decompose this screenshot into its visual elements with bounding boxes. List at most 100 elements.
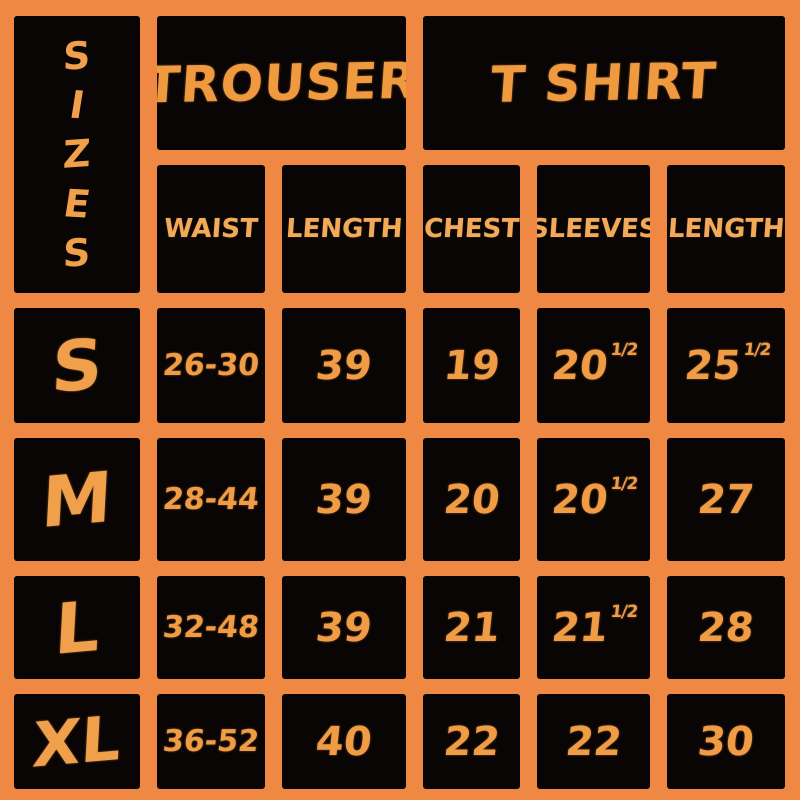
value-sup (374, 473, 376, 493)
cell-value: 26-30 (161, 347, 261, 383)
cell-value: 211/2 (550, 601, 639, 651)
value-main: 28 (695, 604, 757, 651)
column-header-chest-label: CHEST (423, 214, 520, 244)
value-main: 36-52 (161, 723, 261, 759)
value-main: 28-44 (161, 481, 261, 517)
cell-value: 39 (313, 604, 375, 651)
cell-xl-trouser-length: 40 (282, 694, 406, 789)
cell-xl-tshirt-length: 30 (667, 694, 785, 789)
cell-value: 19 (441, 342, 502, 389)
value-main: 19 (441, 342, 502, 389)
sizes-corner-cell: S I Z E S (14, 16, 140, 293)
value-main: 32-48 (161, 609, 261, 645)
tshirt-group-header-cell: T SHIRT (423, 16, 785, 150)
value-main: 22 (563, 718, 624, 765)
cell-value: 22 (441, 718, 502, 765)
column-header-waist-label: WAIST (163, 214, 259, 244)
cell-xl-trouser-waist: 36-52 (157, 694, 265, 789)
value-main: 39 (313, 342, 375, 389)
row-label-xl: XL (14, 694, 140, 789)
cell-l-trouser-waist: 32-48 (157, 576, 265, 679)
value-main: 39 (313, 604, 375, 651)
value-main: 21 (550, 604, 611, 651)
value-sup: 1/2 (610, 338, 639, 359)
trouser-group-header-label: TROUSER (157, 51, 406, 115)
column-header-tshirt-length: LENGTH (667, 165, 785, 293)
cell-xl-tshirt-chest: 22 (423, 694, 520, 789)
value-main: 39 (313, 476, 375, 523)
cell-value: 201/2 (550, 339, 639, 389)
cell-value: 22 (563, 718, 624, 765)
tshirt-group-header-label: T SHIRT (489, 52, 719, 114)
row-label-m-text: M (39, 455, 115, 544)
trouser-group-header-cell: TROUSER (157, 16, 406, 150)
value-sup (374, 601, 376, 621)
cell-value: 251/2 (682, 339, 772, 389)
value-sup (374, 715, 376, 735)
sizes-letter: S (62, 229, 92, 276)
value-sup (374, 339, 376, 359)
cell-m-tshirt-chest: 20 (423, 438, 520, 561)
cell-value: 201/2 (550, 473, 639, 523)
column-header-waist: WAIST (157, 165, 265, 293)
cell-s-tshirt-sleeves: 201/2 (537, 308, 650, 423)
value-sup (261, 479, 263, 494)
value-sup (261, 607, 263, 622)
cell-l-trouser-length: 39 (282, 576, 406, 679)
cell-value: 21 (441, 605, 502, 651)
value-main: 27 (695, 476, 757, 523)
value-sup (756, 601, 758, 621)
cell-m-trouser-waist: 28-44 (157, 438, 265, 561)
column-header-trouser-length: LENGTH (282, 165, 406, 293)
cell-s-trouser-waist: 26-30 (157, 308, 265, 423)
value-main: 25 (682, 342, 744, 389)
value-main: 20 (441, 476, 502, 523)
cell-m-trouser-length: 39 (282, 438, 406, 561)
cell-l-tshirt-sleeves: 211/2 (537, 576, 650, 679)
cell-value: 28-44 (161, 481, 261, 517)
row-label-xl-text: XL (31, 700, 123, 782)
cell-value: 32-48 (161, 609, 261, 645)
column-header-sleeves: SLEEVES (537, 165, 650, 293)
row-label-l-text: L (52, 584, 102, 671)
value-main: 30 (695, 718, 757, 765)
cell-value: 30 (695, 718, 757, 765)
column-header-tshirt-length-label: LENGTH (667, 214, 785, 244)
column-header-trouser-length-label: LENGTH (284, 214, 404, 244)
cell-value: 40 (313, 718, 375, 765)
sizes-letter: I (66, 82, 88, 128)
row-label-s-text: S (49, 322, 105, 409)
sizes-letter: E (60, 180, 94, 227)
cell-s-trouser-length: 39 (282, 308, 406, 423)
row-label-s: S (14, 308, 140, 423)
sizes-letter: Z (62, 131, 92, 178)
cell-xl-tshirt-sleeves: 22 (537, 694, 650, 789)
cell-m-tshirt-sleeves: 201/2 (537, 438, 650, 561)
value-sup (261, 721, 263, 736)
cell-l-tshirt-length: 28 (667, 576, 785, 679)
cell-s-tshirt-length: 251/2 (667, 308, 785, 423)
cell-value: 36-52 (161, 723, 261, 759)
value-main: 22 (441, 718, 502, 765)
cell-value: 39 (313, 342, 375, 389)
cell-m-tshirt-length: 27 (667, 438, 785, 561)
column-header-sleeves-label: SLEEVES (537, 214, 650, 244)
value-sup: 1/2 (742, 338, 772, 359)
row-label-m: M (14, 438, 140, 561)
cell-l-tshirt-chest: 21 (423, 576, 520, 679)
value-main: 26-30 (161, 347, 261, 383)
value-main: 20 (550, 342, 611, 389)
value-sup: 1/2 (610, 472, 639, 493)
value-main: 20 (550, 476, 611, 523)
cell-value: 39 (313, 476, 375, 523)
value-main: 40 (313, 718, 375, 765)
column-header-chest: CHEST (423, 165, 520, 293)
cell-value: 27 (695, 476, 757, 523)
value-sup: 1/2 (610, 600, 639, 621)
sizes-letter: S (62, 33, 92, 80)
cell-value: 20 (441, 476, 502, 523)
value-sup (756, 715, 758, 735)
value-sup (756, 473, 758, 493)
